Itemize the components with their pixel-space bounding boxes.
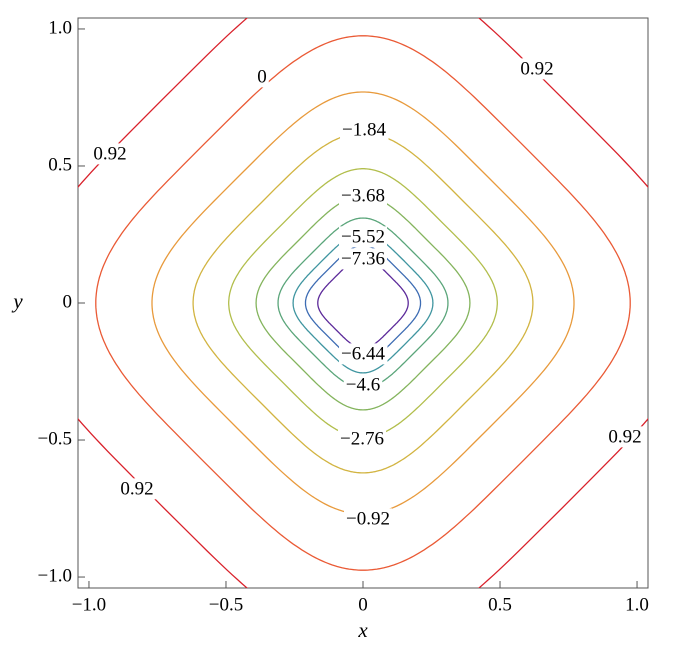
contour-line [277, 217, 449, 389]
label-bg [118, 478, 156, 500]
label-bg [339, 343, 388, 365]
label-bg [518, 58, 556, 80]
x-tick-label: 0.5 [488, 594, 512, 615]
contour-line [95, 35, 631, 571]
y-axis-label: y [11, 289, 23, 313]
contour-labels: 0.92 0.92 0.92 0.92 0 −0.92 −1.84 −2.76 −3.68 −4.… [91, 58, 644, 530]
contour-label: −3.68 [341, 185, 385, 206]
contour-label: −0.92 [346, 508, 390, 529]
contour-label: −6.44 [341, 343, 385, 364]
contour-label: −5.52 [341, 226, 385, 247]
contour-label: −1.84 [342, 119, 386, 140]
plot-frame [77, 17, 649, 589]
contour-label: 0.92 [93, 143, 126, 164]
label-bg [343, 374, 383, 396]
label-bg [339, 185, 387, 207]
label-bg [344, 508, 392, 530]
label-bg [606, 426, 644, 448]
label-bg [91, 143, 129, 165]
y-tick-label: 0.5 [48, 154, 72, 175]
label-bg [340, 119, 389, 141]
contour-label: 0.92 [520, 58, 553, 79]
label-bg [255, 66, 269, 88]
x-tick-label: −0.5 [209, 594, 243, 615]
contour-label: −4.6 [346, 374, 380, 395]
contour-label: −2.76 [340, 428, 384, 449]
label-bg [339, 248, 387, 270]
contour-label: 0.92 [120, 478, 153, 499]
contour-label: −7.36 [341, 248, 385, 269]
contour-line [78, 18, 648, 588]
contour-line [151, 91, 575, 515]
x-tick-label: −1.0 [72, 594, 106, 615]
x-axis-label: x [357, 618, 368, 642]
x-tick-label: 0 [358, 594, 368, 615]
contour-label: 0 [257, 66, 267, 87]
contour-label: 0.92 [608, 426, 641, 447]
label-bg [339, 226, 387, 248]
y-tick-label: 1.0 [48, 17, 72, 38]
y-tick-label: 0 [63, 291, 73, 312]
y-tick-label: −1.0 [38, 565, 72, 586]
label-bg [338, 428, 386, 450]
contour-line [228, 168, 498, 438]
x-tick-label: 1.0 [625, 594, 649, 615]
y-tick-label: −0.5 [38, 428, 72, 449]
